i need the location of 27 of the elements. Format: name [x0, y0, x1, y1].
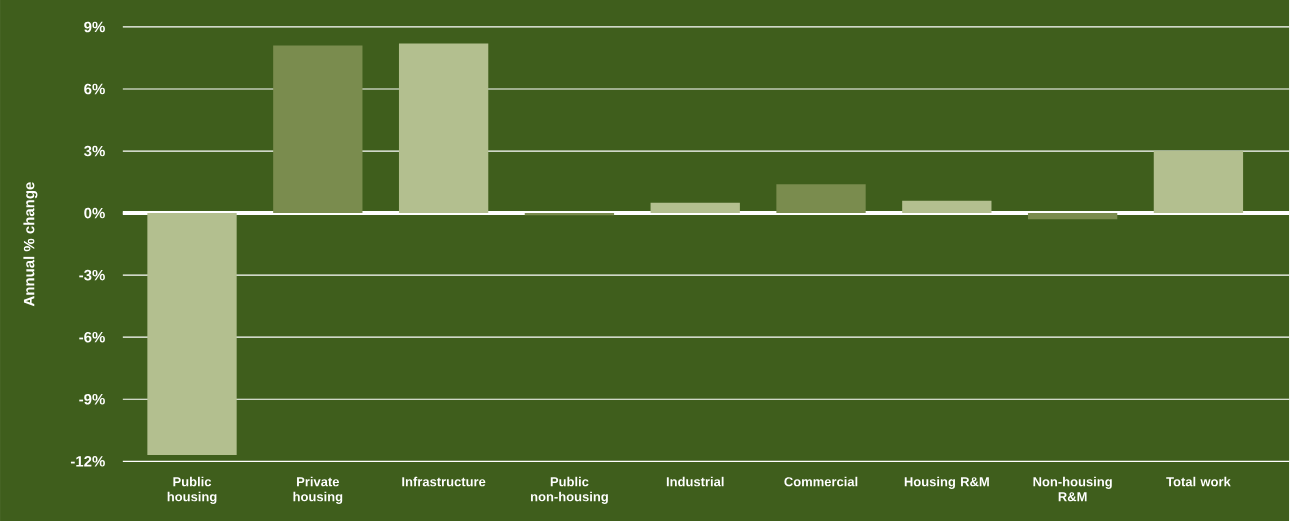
x-tick-label: Infrastructure: [402, 476, 486, 487]
x-tick-label: Housing R&M: [904, 476, 989, 489]
y-tick-label: -9%: [79, 393, 105, 405]
y-tick-label: 3%: [84, 145, 105, 157]
bar: [147, 213, 237, 455]
bar: [273, 45, 363, 214]
bar: [398, 43, 489, 214]
bar: [650, 202, 740, 214]
y-tick-label: 9%: [84, 21, 105, 33]
bar: [1153, 150, 1244, 214]
y-tick-label: -6%: [79, 331, 105, 343]
y-tick-label: 6%: [84, 83, 105, 95]
bar: [1027, 213, 1118, 220]
y-axis-title: Annual % change: [23, 182, 38, 307]
y-tick-label: 0%: [84, 207, 105, 219]
x-tick-label: Industrial: [666, 476, 724, 487]
y-tick-label: -12%: [70, 455, 105, 467]
bar: [902, 200, 992, 214]
bar: [524, 213, 615, 216]
x-tick-label: Public non-housing: [530, 476, 608, 504]
x-tick-label: Commercial: [784, 476, 858, 487]
x-tick-label: Public housing: [167, 476, 217, 504]
x-tick-label: Private housing: [293, 476, 343, 504]
x-tick-label: Non-housing R&M: [1033, 476, 1112, 502]
y-tick-label: -3%: [79, 269, 105, 281]
x-tick-label: Total work: [1166, 476, 1231, 487]
bar: [776, 184, 866, 214]
